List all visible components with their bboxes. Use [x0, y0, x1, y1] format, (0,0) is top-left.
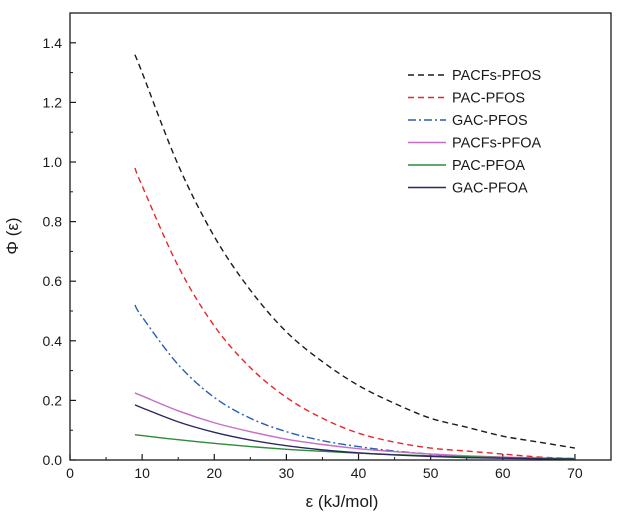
- y-tick-label: 0.6: [43, 273, 63, 289]
- series-line-0: [134, 54, 576, 449]
- plot-frame: [69, 12, 612, 461]
- y-tick-label: 0.2: [43, 392, 63, 408]
- y-tick-label: 0.0: [43, 452, 63, 468]
- y-tick-label: 0.4: [43, 333, 63, 349]
- y-axis-label: Φ (ε): [3, 217, 22, 254]
- legend-label-3: PACFs-PFOA: [452, 136, 541, 152]
- y-tick-label: 1.0: [43, 154, 63, 170]
- x-tick-label: 70: [567, 465, 583, 481]
- series-line-3: [134, 392, 575, 460]
- x-tick-label: 0: [66, 465, 74, 481]
- series-group: [134, 54, 576, 460]
- x-tick-label: 10: [134, 465, 150, 481]
- x-axis-label: ε (kJ/mol): [306, 492, 379, 511]
- y-tick-label: 1.2: [43, 94, 63, 110]
- legend-label-5: GAC-PFOA: [452, 181, 528, 197]
- x-tick-label: 60: [495, 465, 511, 481]
- y-tick-label: 0.8: [43, 214, 63, 230]
- legend: PACFs-PFOS PAC-PFOS GAC-PFOS PACFs-PFOA PAC-…: [408, 68, 541, 197]
- y-tick-label: 1.4: [43, 35, 63, 51]
- x-tick-label: 20: [206, 465, 222, 481]
- series-line-5: [134, 404, 575, 460]
- x-tick-label: 30: [279, 465, 295, 481]
- x-tick-label: 40: [351, 465, 367, 481]
- legend-label-4: PAC-PFOA: [452, 158, 525, 174]
- x-tick-label: 50: [423, 465, 439, 481]
- series-line-2: [134, 304, 575, 460]
- legend-label-2: GAC-PFOS: [452, 113, 528, 129]
- axes: [69, 12, 612, 461]
- ticks: 0 10 20 30 40 50 60 70 0.0 0.2 0.4 0.6 0.8 1.0 1.2 1.4: [43, 35, 612, 481]
- legend-label-0: PACFs-PFOS: [452, 68, 541, 84]
- legend-label-1: PAC-PFOS: [452, 91, 525, 107]
- series-line-1: [134, 167, 575, 460]
